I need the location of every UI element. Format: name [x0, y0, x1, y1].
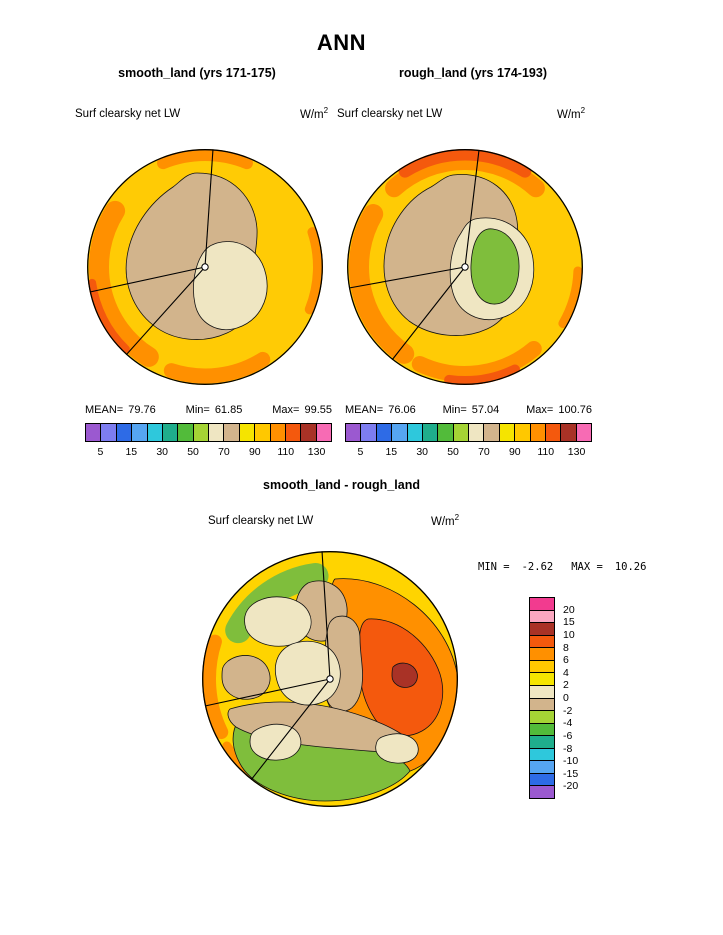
- map-smooth-land: [87, 149, 323, 385]
- colorbar-ticks-rough: 5 15 30 50 70 90 110 130: [357, 446, 586, 458]
- units-exponent: 2: [580, 106, 586, 115]
- stat-max: Max= 99.55: [272, 404, 332, 416]
- var-label-diff: Surf clearsky net LW: [208, 515, 314, 527]
- units-base: W/m: [557, 108, 581, 121]
- diff-max-label: MAX =: [571, 561, 603, 573]
- var-label-rough: Surf clearsky net LW: [337, 108, 443, 120]
- stat-label: Min=: [442, 404, 467, 416]
- stat-value: 100.76: [558, 404, 592, 416]
- stat-value: 99.55: [304, 404, 332, 416]
- stats-row-rough: MEAN= 76.06 Min= 57.04 Max= 100.76: [345, 404, 592, 416]
- subtitle-rough-land: rough_land (yrs 174-193): [399, 66, 547, 80]
- figure-title: ANN: [316, 30, 367, 55]
- stat-label: Max=: [272, 404, 300, 416]
- units-label-rough: W/m2: [557, 106, 585, 121]
- units-base: W/m: [300, 108, 324, 121]
- colorbar-ticks-smooth: 5 15 30 50 70 90 110 130: [97, 446, 326, 458]
- units-base: W/m: [431, 515, 455, 528]
- stat-min: Min= 61.85: [186, 404, 243, 416]
- colorbar-difference: [529, 597, 555, 799]
- stat-label: Max=: [526, 404, 554, 416]
- map-rough-land: [347, 149, 583, 385]
- diff-max-value: 10.26: [614, 561, 647, 573]
- stat-value: 61.85: [214, 404, 243, 416]
- stats-row-smooth: MEAN= 79.76 Min= 61.85 Max= 99.55: [85, 404, 332, 416]
- stat-label: MEAN=: [85, 404, 124, 416]
- units-exponent: 2: [323, 106, 329, 115]
- subtitle-smooth-land: smooth_land (yrs 171-175): [118, 66, 276, 80]
- stat-label: Min=: [185, 404, 210, 416]
- difference-title: smooth_land - rough_land: [263, 478, 420, 492]
- stat-min: Min= 57.04: [443, 404, 500, 416]
- colorbar-rough: [345, 423, 592, 442]
- colorbar-smooth: [85, 423, 332, 442]
- stat-mean: MEAN= 79.76: [85, 404, 156, 416]
- units-label-smooth: W/m2: [300, 106, 328, 121]
- stat-value: 79.76: [128, 404, 156, 416]
- stat-value: 76.06: [388, 404, 416, 416]
- colorbar-ticks-difference: 20 15 10 8 6 4 2 0 -2 -4 -6 -8 -10 -15 -20: [563, 603, 579, 793]
- units-label-diff: W/m2: [431, 513, 459, 528]
- stat-value: 57.04: [471, 404, 500, 416]
- map-difference: [202, 551, 458, 807]
- stat-mean: MEAN= 76.06: [345, 404, 416, 416]
- stat-max: Max= 100.76: [526, 404, 592, 416]
- stat-label: MEAN=: [345, 404, 384, 416]
- diff-minmax-line: MIN = -2.62 MAX = 10.26: [478, 561, 646, 573]
- units-exponent: 2: [454, 513, 460, 522]
- diff-min-value: -2.62: [521, 561, 554, 573]
- var-label-smooth: Surf clearsky net LW: [75, 108, 181, 120]
- diff-min-label: MIN =: [478, 561, 510, 573]
